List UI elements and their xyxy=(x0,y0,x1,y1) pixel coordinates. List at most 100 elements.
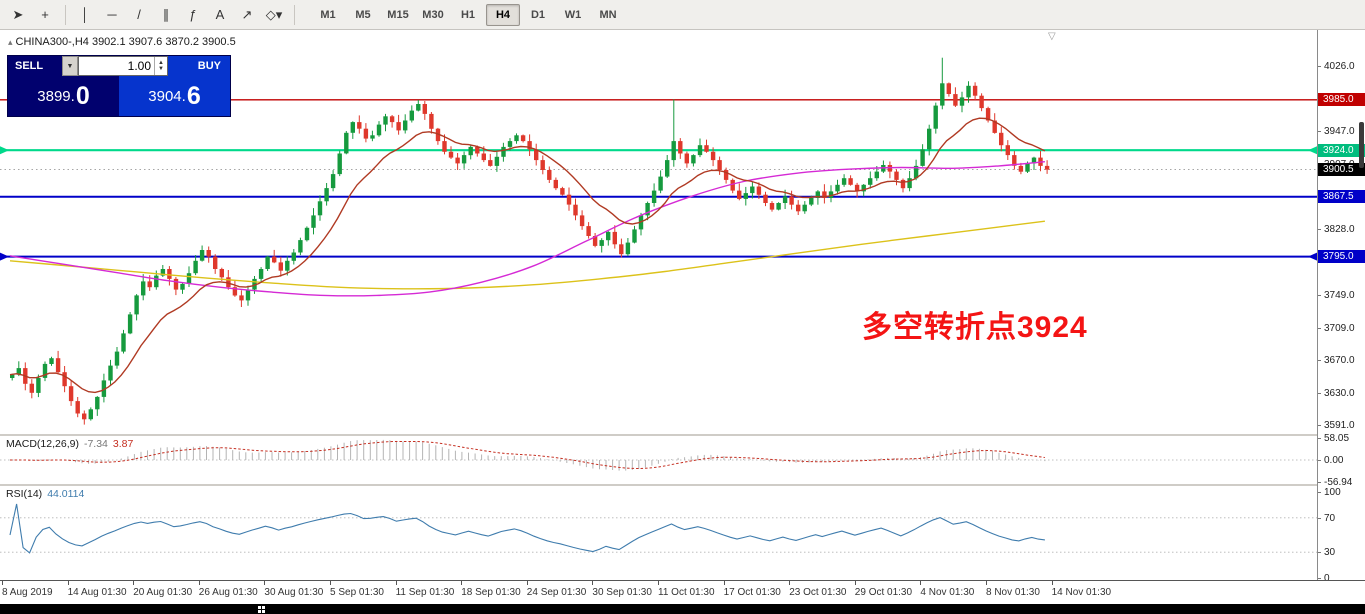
axis-tick xyxy=(1318,327,1321,329)
toolbar: ➤ + │ ─ / ∥ ƒ A ↗ ◇▾ M1 M5 M15 M30 H1 H4 D1 W1 MN xyxy=(0,0,1365,30)
buy-button[interactable]: 3904. 6 xyxy=(119,76,230,116)
tool-vertical-line-button[interactable]: │ xyxy=(72,3,98,27)
toolbar-timeframes: M1 M5 M15 M30 H1 H4 D1 W1 MN xyxy=(311,3,626,26)
time-tick-label: 20 Aug 01:30 xyxy=(133,587,193,598)
macd-axis-label: -56.94 xyxy=(1324,476,1353,488)
timeframe-mn-button[interactable]: MN xyxy=(599,8,617,21)
crosshair-icon: + xyxy=(41,7,49,22)
windows-start-icon[interactable] xyxy=(258,606,261,609)
price-tick-label: 3709.0 xyxy=(1324,322,1355,334)
volume-increase-button[interactable]: ▲ xyxy=(158,60,164,66)
time-tick-label: 26 Aug 01:30 xyxy=(198,587,258,598)
tool-text-button[interactable]: A xyxy=(207,3,233,27)
volume-input[interactable]: 1.00 ▲ ▼ xyxy=(78,56,168,76)
rsi-axis-label: 0 xyxy=(1324,573,1330,584)
sell-button[interactable]: 3899. 0 xyxy=(8,76,119,116)
splitter-macd-rsi[interactable] xyxy=(0,484,1365,486)
timeframe-d1-button[interactable]: D1 xyxy=(530,8,546,21)
tool-shapes-button[interactable]: ◇▾ xyxy=(261,3,287,27)
taskbar xyxy=(0,604,1365,614)
macd-panel: MACD(12,26,9) -7.34 3.87 xyxy=(0,436,1317,484)
rsi-canvas xyxy=(0,503,1317,554)
time-tick xyxy=(920,581,922,585)
tool-horizontal-line-button[interactable]: ─ xyxy=(99,3,125,27)
volume-stepper: ▲ ▼ xyxy=(154,57,167,75)
time-tick-label: 30 Sep 01:30 xyxy=(592,587,652,598)
timeframe-m1-button[interactable]: M1 xyxy=(320,8,336,21)
chart-area[interactable]: ▴ CHINA300-,H4 3902.1 3907.6 3870.2 3900.… xyxy=(0,30,1317,434)
volume-value: 1.00 xyxy=(127,59,151,73)
trade-options-dropdown[interactable]: ▼ xyxy=(62,56,78,76)
axis-tick xyxy=(1318,66,1321,67)
timeframe-h1-button[interactable]: H1 xyxy=(460,8,476,21)
timeframe-w1-button[interactable]: W1 xyxy=(564,8,582,21)
splitter-chart-macd[interactable] xyxy=(0,434,1365,436)
timeframe-h4-button[interactable]: H4 xyxy=(486,3,520,26)
time-tick-label: 17 Oct 01:30 xyxy=(723,587,781,598)
scrollbar-thumb[interactable] xyxy=(1359,122,1364,168)
tool-cursor-button[interactable]: ➤ xyxy=(5,3,31,27)
time-tick xyxy=(854,581,856,585)
axis-tick xyxy=(1318,578,1321,579)
tool-trendline-button[interactable]: / xyxy=(126,3,152,27)
horizontal-line-icon: ─ xyxy=(107,7,117,22)
price-axis[interactable]: 4026.03947.03907.03828.03749.03709.03670… xyxy=(1317,30,1365,584)
time-tick xyxy=(592,581,594,585)
macd-signal-value: 3.87 xyxy=(112,438,134,450)
timeframe-m15-button[interactable]: M15 xyxy=(387,8,409,21)
time-tick-label: 29 Oct 01:30 xyxy=(854,587,913,598)
time-tick xyxy=(2,581,3,585)
cursor-icon: ➤ xyxy=(12,6,24,22)
axis-tick xyxy=(1318,131,1321,133)
axis-tick xyxy=(1318,552,1321,554)
sell-price: 3899. xyxy=(37,87,75,105)
time-tick-label: 4 Nov 01:30 xyxy=(920,587,975,598)
axis-tick xyxy=(1318,425,1321,426)
price-level-chip: 3985.0 xyxy=(1318,93,1365,107)
tool-fibonacci-button[interactable]: ƒ xyxy=(180,3,206,27)
axis-tick xyxy=(1318,392,1321,394)
volume-decrease-button[interactable]: ▼ xyxy=(158,66,164,72)
candlestick-canvas[interactable] xyxy=(0,30,1317,434)
time-tick-label: 8 Nov 01:30 xyxy=(986,587,1040,598)
symbol-marker-icon: ▴ xyxy=(8,37,13,47)
axis-tick xyxy=(1318,481,1321,483)
fibonacci-icon: ƒ xyxy=(189,7,197,22)
rsi-axis-label: 70 xyxy=(1324,512,1336,524)
tool-arrow-button[interactable]: ↗ xyxy=(234,3,260,27)
axis-tick xyxy=(1318,460,1321,461)
sell-caption[interactable]: SELL xyxy=(8,56,62,76)
toolbar-tools: ➤ + │ ─ / ∥ ƒ A ↗ ◇▾ xyxy=(5,3,301,27)
price-tick-label: 3749.0 xyxy=(1324,289,1355,301)
time-tick xyxy=(789,581,791,585)
time-tick-label: 11 Oct 01:30 xyxy=(658,587,715,598)
time-tick-label: 23 Oct 01:30 xyxy=(789,587,847,598)
timeframe-m30-button[interactable]: M30 xyxy=(422,8,444,21)
price-tick-label: 3947.0 xyxy=(1324,126,1355,138)
time-tick xyxy=(986,581,987,585)
price-tick-label: 3591.0 xyxy=(1324,420,1355,431)
axis-tick xyxy=(1318,359,1321,361)
time-tick-label: 24 Sep 01:30 xyxy=(526,587,587,598)
time-tick xyxy=(526,581,528,585)
chart-annotation-text: 多空转折点3924 xyxy=(862,311,1088,344)
rsi-panel: RSI(14) 44.0114 xyxy=(0,486,1317,580)
time-tick xyxy=(133,581,135,585)
time-axis[interactable]: 8 Aug 2019 14 Aug 01:30 20 Aug 01:30 26 Aug… xyxy=(0,580,1365,604)
rsi-axis-label: 30 xyxy=(1324,547,1336,559)
price-tick-label: 4026.0 xyxy=(1324,61,1355,72)
symbol-ohlc-text: CHINA300-,H4 3902.1 3907.6 3870.2 3900.5 xyxy=(15,36,236,48)
price-tick-label: 3828.0 xyxy=(1324,224,1355,236)
timeframe-m5-button[interactable]: M5 xyxy=(355,8,371,21)
buy-caption[interactable]: BUY xyxy=(168,56,230,76)
time-tick xyxy=(461,581,463,585)
chart-shift-icon[interactable]: ▽ xyxy=(1048,31,1056,42)
toolbar-separator xyxy=(65,4,66,25)
tool-equidistant-channel-button[interactable]: ∥ xyxy=(153,3,179,27)
buy-price-big-digit: 6 xyxy=(186,81,201,110)
trendline-icon: / xyxy=(137,7,141,22)
tool-crosshair-button[interactable]: + xyxy=(32,3,58,27)
price-tick-label: 3630.0 xyxy=(1324,387,1355,399)
axis-tick xyxy=(1318,517,1321,519)
